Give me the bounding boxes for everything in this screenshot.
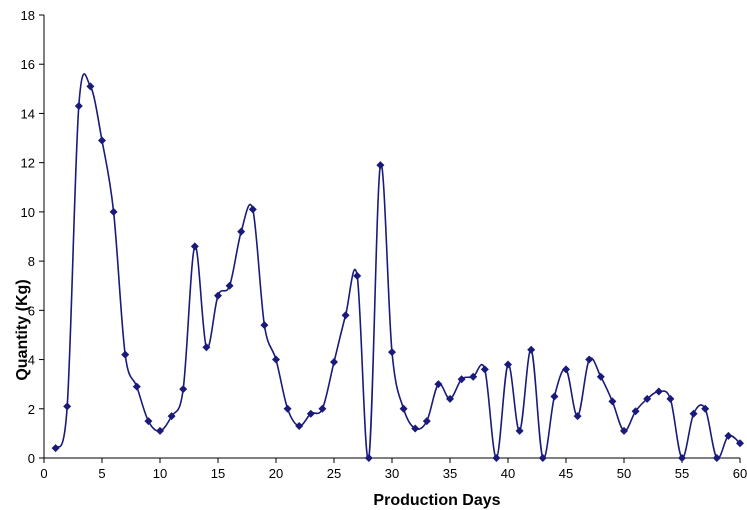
data-point: [736, 439, 744, 448]
data-point: [480, 365, 489, 374]
data-point: [388, 348, 396, 357]
x-tick-label: 40: [501, 466, 515, 481]
x-tick-label: 60: [733, 466, 747, 481]
y-tick-label: 4: [28, 353, 35, 368]
data-point: [399, 404, 408, 413]
x-tick-label: 5: [98, 466, 105, 481]
y-tick-label: 2: [28, 402, 35, 417]
axes: [39, 14, 741, 463]
x-tick-label: 25: [327, 466, 341, 481]
data-point: [306, 409, 315, 418]
data-markers: [51, 82, 744, 462]
data-point: [585, 355, 594, 364]
data-point: [248, 205, 257, 214]
y-tick-label: 0: [28, 451, 35, 466]
data-point: [596, 372, 605, 381]
data-point: [457, 375, 466, 384]
x-tick-label: 20: [269, 466, 283, 481]
data-point: [109, 207, 118, 216]
data-point: [469, 372, 478, 381]
data-point: [237, 227, 246, 236]
data-point: [341, 311, 350, 320]
y-tick-label: 8: [28, 254, 35, 269]
data-point: [225, 281, 234, 290]
data-point: [190, 242, 199, 251]
data-point: [283, 404, 292, 413]
data-point: [515, 426, 524, 435]
data-point: [411, 424, 420, 433]
data-point: [631, 407, 640, 416]
data-point: [678, 454, 686, 462]
data-point: [260, 321, 269, 330]
y-tick-label: 6: [28, 303, 35, 318]
x-tick-label: 35: [443, 466, 457, 481]
data-point: [422, 417, 431, 426]
data-point: [121, 350, 130, 359]
data-point: [144, 417, 153, 426]
x-tick-label: 55: [675, 466, 689, 481]
data-point: [724, 431, 733, 440]
data-point: [330, 358, 338, 367]
x-tick-label: 30: [385, 466, 399, 481]
data-point: [434, 380, 443, 389]
data-point: [654, 387, 663, 396]
data-point: [666, 394, 675, 403]
data-point: [295, 422, 304, 431]
data-point: [51, 444, 60, 453]
data-point: [492, 454, 501, 462]
data-point: [562, 365, 570, 374]
data-point: [643, 394, 652, 403]
x-tick-label: 45: [559, 466, 573, 481]
data-point: [98, 136, 106, 145]
x-axis-title: Production Days: [373, 492, 500, 509]
data-point: [608, 397, 617, 406]
data-point: [527, 345, 536, 354]
x-tick-label: 50: [617, 466, 631, 481]
x-tick-label: 15: [211, 466, 225, 481]
data-point: [179, 385, 188, 394]
data-point: [86, 82, 95, 91]
y-tick-label: 12: [21, 156, 35, 171]
data-point: [74, 102, 83, 111]
data-point: [573, 412, 582, 421]
tick-labels: 0 2 4 6 8 10 12 14 16 18 0 5 10 15 20 25 30 35 40 45 50 55 60: [21, 8, 747, 481]
y-axis-title: Quantity (Kg): [14, 279, 31, 380]
y-tick-label: 10: [21, 205, 35, 220]
data-point: [167, 412, 176, 421]
y-tick-label: 16: [21, 57, 35, 72]
data-point: [376, 161, 385, 170]
data-point: [446, 394, 454, 403]
x-tick-label: 0: [40, 466, 47, 481]
data-point: [156, 426, 164, 435]
data-point: [701, 404, 710, 413]
data-point: [214, 291, 222, 300]
data-point: [689, 409, 698, 418]
data-point: [620, 426, 628, 435]
series-line: [54, 73, 741, 460]
data-point: [132, 382, 141, 391]
data-point: [202, 343, 211, 352]
data-point: [272, 355, 280, 364]
data-point: [550, 392, 559, 401]
y-tick-label: 18: [21, 8, 35, 23]
data-point: [63, 402, 72, 411]
data-point: [318, 404, 327, 413]
data-point: [712, 454, 721, 462]
data-point: [504, 360, 512, 369]
x-tick-label: 10: [153, 466, 167, 481]
data-point: [538, 454, 547, 462]
data-point: [353, 271, 362, 280]
y-tick-label: 14: [21, 106, 35, 121]
data-point: [364, 454, 373, 462]
